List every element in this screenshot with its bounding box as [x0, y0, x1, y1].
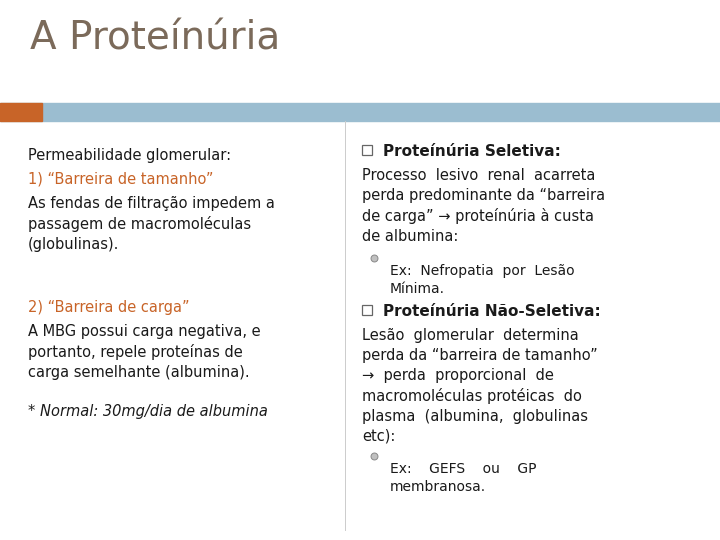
Text: Ex:  Nefropatia  por  Lesão
Mínima.: Ex: Nefropatia por Lesão Mínima. — [390, 264, 575, 296]
Text: Ex:    GEFS    ou    GP
membranosa.: Ex: GEFS ou GP membranosa. — [390, 462, 536, 495]
Bar — [362, 145, 372, 155]
Text: A Proteínúria: A Proteínúria — [30, 20, 280, 58]
Bar — [0, 103, 42, 121]
Bar — [362, 305, 372, 315]
Text: As fendas de filtração impedem a
passagem de macromoléculas
(globulinas).: As fendas de filtração impedem a passage… — [28, 196, 275, 252]
Text: Processo  lesivo  renal  acarreta
perda predominante da “barreira
de carga” → pr: Processo lesivo renal acarreta perda pre… — [362, 168, 605, 244]
Text: Proteínúria Seletiva:: Proteínúria Seletiva: — [383, 144, 561, 159]
Text: Permeabilidade glomerular:: Permeabilidade glomerular: — [28, 148, 231, 163]
Bar — [0, 103, 720, 121]
Text: 2) “Barreira de carga”: 2) “Barreira de carga” — [28, 300, 189, 315]
Text: * Normal: 30mg/dia de albumina: * Normal: 30mg/dia de albumina — [28, 404, 268, 419]
Text: A MBG possui carga negativa, e
portanto, repele proteínas de
carga semelhante (a: A MBG possui carga negativa, e portanto,… — [28, 324, 261, 380]
Text: 1) “Barreira de tamanho”: 1) “Barreira de tamanho” — [28, 172, 214, 187]
Text: Lesão  glomerular  determina
perda da “barreira de tamanho”
→  perda  proporcion: Lesão glomerular determina perda da “bar… — [362, 328, 598, 443]
Text: Proteínúria Não-Seletiva:: Proteínúria Não-Seletiva: — [383, 304, 600, 319]
